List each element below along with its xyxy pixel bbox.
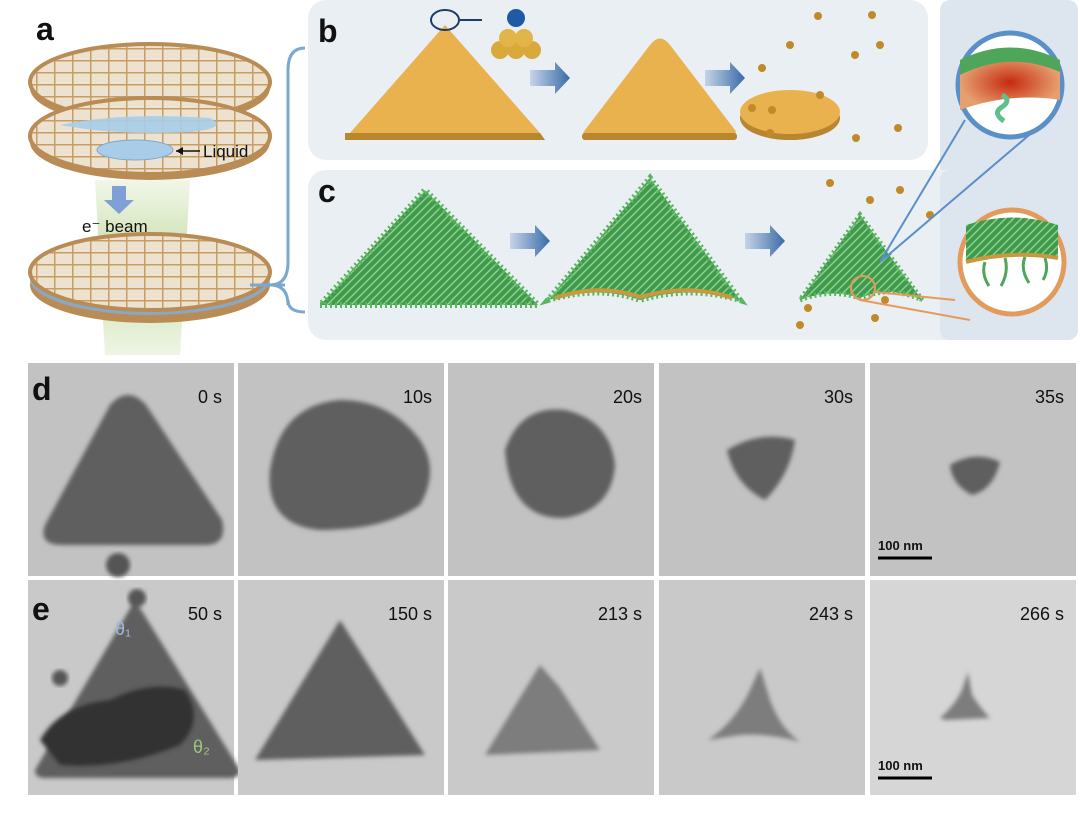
angle-label: θ₁ bbox=[115, 619, 131, 639]
panel-label: e bbox=[32, 591, 50, 627]
panel-label: d bbox=[32, 371, 52, 407]
tem-image bbox=[870, 580, 1076, 795]
arrow bbox=[745, 225, 785, 257]
angle-label: θ₂ bbox=[193, 737, 210, 757]
grid-disc bbox=[28, 96, 272, 176]
nanoparticle bbox=[43, 395, 224, 545]
nanoparticle bbox=[505, 409, 615, 519]
panel-b: b bbox=[308, 0, 928, 160]
time-label: 35s bbox=[1035, 387, 1064, 407]
nanoparticle bbox=[269, 400, 430, 530]
arrow-head bbox=[104, 200, 134, 214]
arrow-head bbox=[176, 147, 183, 155]
time-label: 213 s bbox=[598, 604, 642, 624]
atom-cluster bbox=[491, 9, 541, 59]
ligand bbox=[982, 256, 1049, 287]
liquid-pocket bbox=[96, 139, 174, 161]
time-label: 30s bbox=[824, 387, 853, 407]
beam-label: e⁻ beam bbox=[82, 217, 148, 236]
dark-region bbox=[40, 686, 194, 766]
released-atoms bbox=[748, 11, 902, 142]
nanoparticle bbox=[940, 672, 990, 720]
nanoprism bbox=[345, 25, 545, 140]
time-label: 20s bbox=[613, 387, 642, 407]
highlight bbox=[430, 9, 460, 31]
time-label: 150 s bbox=[388, 604, 432, 624]
time-label: 0 s bbox=[198, 387, 222, 407]
scale-label: 100 nm bbox=[878, 758, 923, 773]
arrow bbox=[510, 225, 550, 257]
hot-region bbox=[960, 55, 1060, 110]
arrow bbox=[112, 186, 126, 202]
particle bbox=[128, 589, 146, 607]
disk bbox=[740, 90, 840, 134]
ligand-layer bbox=[960, 47, 1060, 75]
panel-label: c bbox=[318, 173, 336, 209]
ligand-prism bbox=[313, 185, 546, 308]
rounded-prism-edge bbox=[582, 133, 737, 140]
zoom-line bbox=[879, 119, 966, 263]
nanoparticle bbox=[950, 456, 1000, 495]
panel-a: Liquid e⁻ beam a bbox=[28, 11, 306, 355]
nanoparticle bbox=[255, 620, 425, 760]
ligand-prism bbox=[793, 210, 925, 306]
gold-edge bbox=[554, 288, 733, 300]
tem-frames: 0 s 10s 20s 30s 35s 100 nm 50 s 150 s 213 s 243 s… bbox=[28, 363, 1076, 795]
time-label: 243 s bbox=[809, 604, 853, 624]
released-atoms bbox=[796, 179, 934, 329]
rounded-prism bbox=[583, 38, 736, 136]
time-label: 50 s bbox=[188, 604, 222, 624]
time-label: 10s bbox=[403, 387, 432, 407]
gold-edge bbox=[965, 252, 1059, 264]
particle bbox=[52, 670, 68, 686]
zoom-line bbox=[879, 129, 1036, 263]
arrow bbox=[705, 62, 745, 94]
arrow bbox=[530, 62, 570, 94]
brace bbox=[250, 46, 306, 314]
nanoparticle bbox=[708, 668, 800, 742]
panel-label: a bbox=[36, 11, 54, 47]
ligand bbox=[995, 92, 1010, 124]
nanoparticle bbox=[727, 436, 795, 500]
panel-label: b bbox=[318, 13, 338, 49]
nanoparticle bbox=[485, 665, 600, 755]
nanoprism-edge bbox=[345, 133, 545, 140]
ligand-layer bbox=[966, 217, 1058, 262]
scale-label: 100 nm bbox=[878, 538, 923, 553]
liquid-layer bbox=[60, 116, 217, 134]
grid-disc bbox=[28, 232, 272, 312]
time-label: 266 s bbox=[1020, 604, 1064, 624]
liquid-label: Liquid bbox=[203, 142, 248, 161]
zoom-line bbox=[859, 291, 971, 321]
particle bbox=[106, 553, 130, 577]
panel-c: c bbox=[308, 30, 1078, 340]
